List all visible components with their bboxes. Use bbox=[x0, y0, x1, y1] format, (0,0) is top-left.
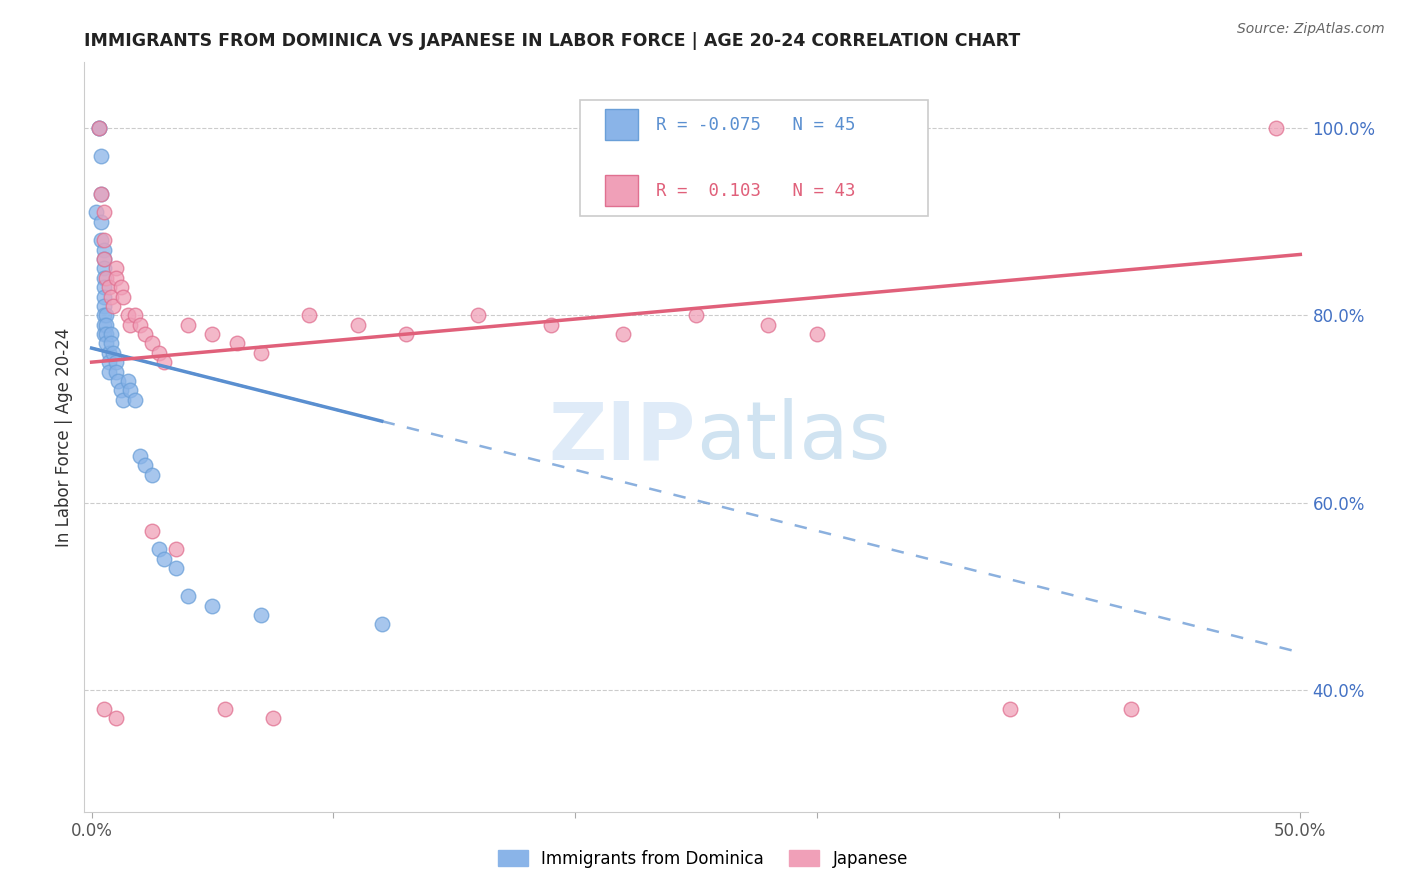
Point bbox=[110, 384, 132, 398]
Text: R = -0.075   N = 45: R = -0.075 N = 45 bbox=[655, 116, 855, 134]
Point bbox=[90, 233, 112, 247]
Point bbox=[110, 280, 132, 294]
Point bbox=[346, 318, 368, 332]
Point bbox=[94, 336, 117, 351]
Point bbox=[93, 280, 115, 294]
Point bbox=[87, 120, 110, 135]
Point bbox=[100, 289, 122, 303]
Point bbox=[97, 365, 120, 379]
Point bbox=[93, 261, 115, 276]
Point bbox=[153, 551, 176, 566]
Point bbox=[612, 326, 634, 341]
Point bbox=[540, 318, 562, 332]
Point bbox=[117, 308, 139, 322]
Point bbox=[112, 289, 135, 303]
Legend: Immigrants from Dominica, Japanese: Immigrants from Dominica, Japanese bbox=[492, 844, 914, 875]
Point bbox=[97, 345, 120, 359]
Point bbox=[94, 308, 117, 322]
Point bbox=[129, 318, 152, 332]
Point bbox=[86, 205, 108, 219]
Point bbox=[298, 308, 321, 322]
Point bbox=[1265, 120, 1288, 135]
Point bbox=[134, 326, 156, 341]
Point bbox=[100, 336, 122, 351]
Point bbox=[87, 120, 110, 135]
Point bbox=[93, 252, 115, 266]
Point bbox=[94, 318, 117, 332]
Point bbox=[112, 392, 135, 407]
Text: ZIP: ZIP bbox=[548, 398, 696, 476]
Point bbox=[153, 355, 176, 369]
Point bbox=[104, 355, 127, 369]
Point bbox=[177, 590, 200, 604]
Point bbox=[250, 608, 273, 623]
Point bbox=[93, 318, 115, 332]
Point bbox=[104, 711, 127, 725]
Point bbox=[104, 365, 127, 379]
Point bbox=[1119, 701, 1142, 715]
Point bbox=[90, 186, 112, 201]
Point bbox=[120, 318, 142, 332]
Point bbox=[148, 345, 170, 359]
Point bbox=[87, 120, 110, 135]
Point bbox=[165, 561, 187, 575]
Text: Source: ZipAtlas.com: Source: ZipAtlas.com bbox=[1237, 22, 1385, 37]
Point bbox=[370, 617, 392, 632]
Point bbox=[141, 336, 163, 351]
Point bbox=[90, 214, 112, 228]
Point bbox=[93, 299, 115, 313]
Point bbox=[107, 374, 129, 388]
FancyBboxPatch shape bbox=[606, 109, 638, 140]
Point bbox=[117, 374, 139, 388]
Point bbox=[93, 205, 115, 219]
FancyBboxPatch shape bbox=[579, 100, 928, 216]
Point bbox=[1000, 701, 1022, 715]
Point bbox=[395, 326, 418, 341]
Text: R =  0.103   N = 43: R = 0.103 N = 43 bbox=[655, 182, 855, 200]
Point bbox=[262, 711, 284, 725]
Point bbox=[90, 149, 112, 163]
Point bbox=[103, 299, 125, 313]
Point bbox=[93, 289, 115, 303]
Point bbox=[124, 308, 146, 322]
Point bbox=[129, 449, 152, 463]
Point bbox=[94, 271, 117, 285]
Point bbox=[141, 467, 163, 482]
FancyBboxPatch shape bbox=[606, 175, 638, 206]
Point bbox=[97, 355, 120, 369]
Point bbox=[97, 280, 120, 294]
Point bbox=[214, 701, 236, 715]
Point bbox=[201, 326, 224, 341]
Point bbox=[93, 701, 115, 715]
Point bbox=[165, 542, 187, 557]
Point bbox=[806, 326, 828, 341]
Point bbox=[120, 384, 142, 398]
Point bbox=[141, 524, 163, 538]
Point bbox=[104, 261, 127, 276]
Point bbox=[758, 318, 780, 332]
Point bbox=[148, 542, 170, 557]
Point bbox=[250, 345, 273, 359]
Point bbox=[93, 243, 115, 257]
Point bbox=[103, 345, 125, 359]
Point bbox=[134, 458, 156, 473]
Point bbox=[124, 392, 146, 407]
Point bbox=[177, 318, 200, 332]
Point bbox=[94, 326, 117, 341]
Point bbox=[104, 271, 127, 285]
Point bbox=[225, 336, 247, 351]
Text: IMMIGRANTS FROM DOMINICA VS JAPANESE IN LABOR FORCE | AGE 20-24 CORRELATION CHAR: IMMIGRANTS FROM DOMINICA VS JAPANESE IN … bbox=[84, 32, 1021, 50]
Point bbox=[90, 186, 112, 201]
Point bbox=[93, 252, 115, 266]
Point bbox=[93, 326, 115, 341]
Point bbox=[467, 308, 489, 322]
Point bbox=[685, 308, 707, 322]
Y-axis label: In Labor Force | Age 20-24: In Labor Force | Age 20-24 bbox=[55, 327, 73, 547]
Point bbox=[100, 326, 122, 341]
Point bbox=[93, 233, 115, 247]
Point bbox=[93, 308, 115, 322]
Point bbox=[201, 599, 224, 613]
Text: atlas: atlas bbox=[696, 398, 890, 476]
Point bbox=[93, 271, 115, 285]
